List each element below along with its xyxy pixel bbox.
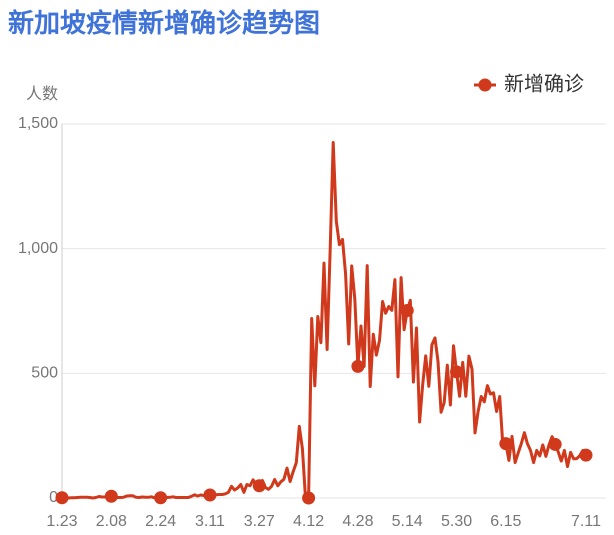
x-tick-label: 1.23 (46, 513, 77, 530)
y-tick-label: 0 (49, 489, 58, 506)
point-marker (548, 437, 562, 451)
point-marker (400, 304, 414, 318)
point-marker (499, 437, 513, 451)
point-marker (154, 491, 168, 505)
x-tick-label: 3.27 (244, 513, 275, 530)
x-tick-label: 4.28 (342, 513, 373, 530)
y-tick-label: 1,000 (18, 240, 58, 257)
point-marker (302, 491, 316, 505)
point-marker (450, 365, 464, 379)
x-tick-label: 4.12 (293, 513, 324, 530)
point-marker (579, 448, 593, 462)
point-marker (351, 359, 365, 373)
x-tick-label: 2.08 (96, 513, 127, 530)
point-marker (55, 491, 69, 505)
x-tick-label: 5.30 (441, 513, 472, 530)
x-tick-label: 2.24 (145, 513, 176, 530)
point-marker (252, 479, 266, 493)
legend-label: 新增确诊 (504, 72, 584, 95)
legend-marker (478, 78, 492, 92)
x-tick-label: 5.14 (392, 513, 423, 530)
x-tick-label: 3.11 (195, 513, 225, 530)
y-tick-label: 500 (31, 365, 58, 382)
chart-title: 新加坡疫情新增确诊趋势图 (8, 8, 320, 38)
point-marker (104, 489, 118, 503)
y-tick-label: 1,500 (18, 115, 58, 132)
line (61, 141, 588, 500)
point-marker (203, 488, 217, 502)
y-axis-label: 人数 (26, 85, 58, 103)
x-tick-label: 7.11 (571, 513, 601, 530)
x-tick-label: 6.15 (490, 513, 521, 530)
